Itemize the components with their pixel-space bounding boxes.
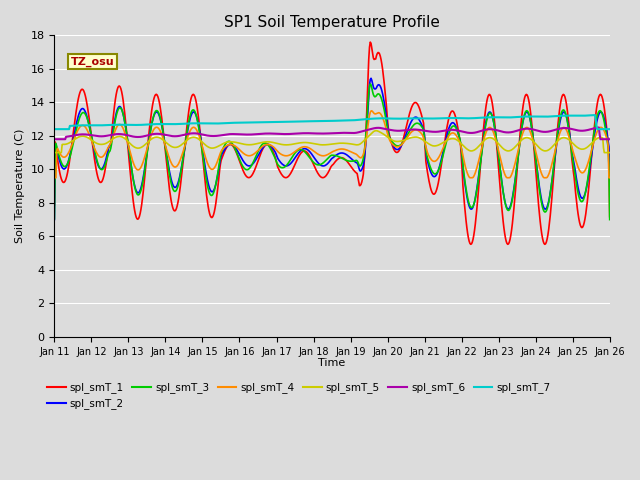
spl_smT_3 [606,217,614,223]
spl_smT_4 [51,175,58,180]
spl_smT_3 [204,182,211,188]
spl_smT_1 [51,202,58,208]
spl_smT_2 [51,217,58,223]
spl_smT_4 [417,130,424,135]
spl_smT_6 [204,132,211,138]
spl_smT_3 [51,216,58,222]
spl_smT_2 [417,119,424,125]
spl_smT_1 [118,89,125,95]
spl_smT_4 [368,108,376,114]
spl_smT_6 [51,136,58,142]
Line: spl_smT_4: spl_smT_4 [54,111,610,178]
spl_smT_2 [174,180,182,186]
spl_smT_1 [61,179,68,185]
spl_smT_1 [401,132,408,138]
spl_smT_1 [606,214,614,219]
Legend: spl_smT_1, spl_smT_2, spl_smT_3, spl_smT_4, spl_smT_5, spl_smT_6, spl_smT_7: spl_smT_1, spl_smT_2, spl_smT_3, spl_smT… [43,378,555,414]
spl_smT_5 [401,137,408,143]
Line: spl_smT_5: spl_smT_5 [54,131,610,153]
Line: spl_smT_1: spl_smT_1 [54,42,610,244]
spl_smT_2 [204,176,211,182]
spl_smT_7 [416,116,424,121]
spl_smT_2 [401,136,408,142]
Line: spl_smT_6: spl_smT_6 [54,128,610,139]
spl_smT_7 [61,126,68,132]
spl_smT_2 [118,106,125,112]
spl_smT_4 [61,154,68,160]
spl_smT_1 [417,108,424,114]
spl_smT_7 [51,126,58,132]
spl_smT_4 [401,139,408,144]
spl_smT_5 [417,135,424,141]
spl_smT_5 [372,128,380,133]
spl_smT_6 [595,125,602,131]
spl_smT_3 [401,138,408,144]
spl_smT_4 [174,162,182,168]
spl_smT_7 [591,112,599,118]
spl_smT_5 [174,144,182,150]
spl_smT_6 [174,133,182,139]
spl_smT_3 [61,164,68,169]
X-axis label: Time: Time [319,358,346,368]
spl_smT_7 [174,121,182,127]
Y-axis label: Soil Temperature (C): Soil Temperature (C) [15,129,25,243]
spl_smT_2 [606,168,614,173]
spl_smT_1 [204,198,211,204]
spl_smT_1 [174,199,182,205]
spl_smT_7 [118,122,125,128]
spl_smT_4 [606,175,614,180]
spl_smT_6 [606,136,614,142]
spl_smT_6 [118,132,125,137]
spl_smT_2 [367,75,375,81]
spl_smT_3 [417,122,424,128]
spl_smT_5 [61,142,68,147]
spl_smT_7 [204,120,211,126]
spl_smT_7 [606,126,614,132]
spl_smT_3 [174,183,182,189]
Line: spl_smT_3: spl_smT_3 [54,84,610,220]
spl_smT_6 [416,127,424,133]
spl_smT_6 [61,136,68,142]
spl_smT_4 [204,160,211,166]
spl_smT_2 [61,166,68,172]
spl_smT_1 [541,241,548,247]
spl_smT_4 [118,123,125,129]
spl_smT_5 [118,134,125,140]
spl_smT_5 [204,144,211,149]
spl_smT_3 [367,81,374,87]
Title: SP1 Soil Temperature Profile: SP1 Soil Temperature Profile [224,15,440,30]
Line: spl_smT_2: spl_smT_2 [54,78,610,220]
spl_smT_5 [606,150,614,156]
spl_smT_3 [118,107,125,112]
spl_smT_7 [399,116,407,121]
Line: spl_smT_7: spl_smT_7 [54,115,610,129]
spl_smT_5 [51,150,58,156]
Text: TZ_osu: TZ_osu [71,57,115,67]
spl_smT_6 [399,128,407,133]
spl_smT_1 [367,39,374,45]
